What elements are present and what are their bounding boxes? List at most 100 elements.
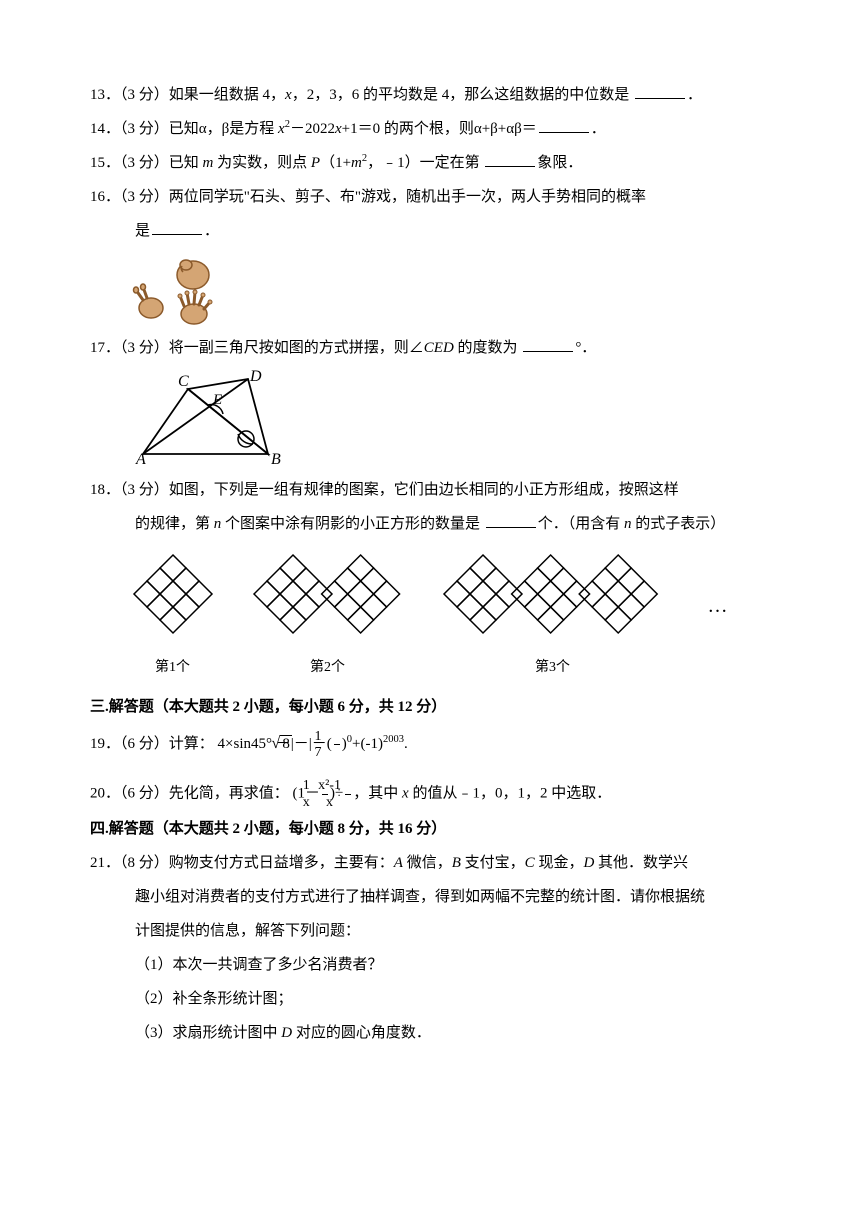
q-points: （3 分） xyxy=(120,189,169,205)
q-number: 13． xyxy=(90,87,120,103)
q-text: 支付宝， xyxy=(461,855,525,871)
q-text: －2022 xyxy=(290,121,335,137)
q-points: （8 分） xyxy=(120,855,169,871)
question-18-line2: 的规律，第 n 个图案中涂有阴影的小正方形的数量是 个．（用含有 n 的式子表示… xyxy=(90,509,790,539)
question-21: 21．（8 分）购物支付方式日益增多，主要有：A 微信，B 支付宝，C 现金，D… xyxy=(90,848,790,878)
answer-blank[interactable] xyxy=(152,219,202,235)
q-text: 的规律，第 xyxy=(135,516,214,532)
var-x: x xyxy=(402,786,409,802)
q-text: 计算： xyxy=(169,736,214,752)
degree: °． xyxy=(575,340,596,356)
var-x: x xyxy=(285,87,292,103)
q-text: （3）求扇形统计图中 xyxy=(135,1025,281,1041)
q-text: ，其中 xyxy=(353,786,402,802)
triangle-figure: A B C D E xyxy=(90,369,790,469)
question-18: 18．（3 分）如图，下列是一组有规律的图案，它们由边长相同的小正方形组成，按照… xyxy=(90,475,790,505)
pattern-label: 第1个 xyxy=(128,654,218,682)
question-19: 19．（6 分）计算： 4×sin45° －|－8|－(17)0+(-1)200… xyxy=(90,726,790,760)
opt-D: D xyxy=(583,855,594,871)
q-text: 现金， xyxy=(535,855,584,871)
question-16-line2: 是． xyxy=(90,216,790,246)
answer-blank[interactable] xyxy=(485,151,535,167)
question-21-sub3: （3）求扇形统计图中 D 对应的圆心角度数． xyxy=(90,1018,790,1048)
svg-text:E: E xyxy=(212,392,222,408)
period: ． xyxy=(687,87,702,103)
expr: 4 xyxy=(218,736,226,752)
var-n: n xyxy=(624,516,632,532)
svg-text:C: C xyxy=(178,373,189,390)
q-text: 将一副三角尺按如图的方式拼摆，则∠ xyxy=(169,340,424,356)
q-text: 个．（用含有 xyxy=(538,516,624,532)
question-13: 13．（3 分）如果一组数据 4，x，2，3，6 的平均数是 4，那么这组数据的… xyxy=(90,80,790,110)
section-4-title: 四.解答题（本大题共 2 小题，每小题 8 分，共 16 分） xyxy=(90,814,790,844)
q-number: 16． xyxy=(90,189,120,205)
q-text: 其他．数学兴 xyxy=(594,855,688,871)
q-number: 15． xyxy=(90,155,120,171)
q-points: （6 分） xyxy=(120,736,169,752)
svg-text:A: A xyxy=(135,451,146,468)
pattern-3: 第3个 xyxy=(438,549,668,682)
q-text: 已知α，β是方程 xyxy=(169,121,278,137)
answer-blank[interactable] xyxy=(486,512,536,528)
fraction: x²-1x xyxy=(345,778,351,810)
section-3-title: 三.解答题（本大题共 2 小题，每小题 6 分，共 12 分） xyxy=(90,692,790,722)
question-21-sub1: （1）本次一共调查了多少名消费者？ xyxy=(90,950,790,980)
hands-figure xyxy=(90,252,790,327)
q-points: （3 分） xyxy=(120,482,169,498)
var-x: x xyxy=(335,121,342,137)
q-number: 17． xyxy=(90,340,120,356)
q-text: 购物支付方式日益增多，主要有： xyxy=(169,855,394,871)
q-number: 19． xyxy=(90,736,120,752)
fraction: 17 xyxy=(334,729,340,761)
q-text: 的式子表示） xyxy=(632,516,726,532)
q-points: （3 分） xyxy=(120,87,169,103)
q-text: 个图案中涂有阴影的小正方形的数量是 xyxy=(221,516,480,532)
q-number: 18． xyxy=(90,482,120,498)
question-15: 15．（3 分）已知 m 为实数，则点 P（1+m2，﹣1）一定在第 象限． xyxy=(90,148,790,178)
q-text: 两位同学玩"石头、剪子、布"游戏，随机出手一次，两人手势相同的概率 xyxy=(169,189,646,205)
expr: sin45° xyxy=(234,736,273,752)
q-text: 先化简，再求值： xyxy=(169,786,289,802)
period: ． xyxy=(591,121,606,137)
answer-blank[interactable] xyxy=(539,117,589,133)
q-points: （3 分） xyxy=(120,155,169,171)
question-20: 20．（6 分）先化简，再求值： (1－1x)÷x²-1x，其中 x 的值从﹣1… xyxy=(90,778,790,810)
svg-text:B: B xyxy=(271,451,281,468)
exponent: 2003 xyxy=(383,734,404,745)
q-text: 的度数为 xyxy=(454,340,518,356)
period: ． xyxy=(204,223,219,239)
q-points: （3 分） xyxy=(120,340,169,356)
question-21-line2: 趣小组对消费者的支付方式进行了抽样调查，得到如两幅不完整的统计图．请你根据统 xyxy=(90,882,790,912)
pattern-1: 第1个 xyxy=(128,549,218,682)
period: . xyxy=(404,736,408,752)
ellipsis: … xyxy=(708,586,728,646)
opt-B: B xyxy=(452,855,461,871)
question-21-sub2: （2）补全条形统计图； xyxy=(90,984,790,1014)
var-m: m xyxy=(351,155,362,171)
angle-label: CED xyxy=(424,340,454,356)
q-text: 象限． xyxy=(537,155,582,171)
question-14: 14．（3 分）已知α，β是方程 x2－2022x+1＝0 的两个根，则α+β+… xyxy=(90,114,790,144)
answer-blank[interactable] xyxy=(635,83,685,99)
opt-D: D xyxy=(281,1025,292,1041)
pattern-figures: 第1个 第2个 第3个 … xyxy=(90,549,790,682)
svg-text:D: D xyxy=(249,369,262,385)
q-text: 对应的圆心角度数． xyxy=(292,1025,431,1041)
pattern-label: 第2个 xyxy=(248,654,408,682)
pattern-label: 第3个 xyxy=(438,654,668,682)
q-text: ，2，3，6 的平均数是 4，那么这组数据的中位数是 xyxy=(292,87,630,103)
opt-A: A xyxy=(394,855,403,871)
question-21-line3: 计图提供的信息，解答下列问题： xyxy=(90,916,790,946)
expr: +(-1) xyxy=(352,736,383,752)
var-m: m xyxy=(203,155,214,171)
var-P: P xyxy=(311,155,320,171)
question-16: 16．（3 分）两位同学玩"石头、剪子、布"游戏，随机出手一次，两人手势相同的概… xyxy=(90,182,790,212)
q-text: （1+ xyxy=(320,155,351,171)
q-text: +1＝0 的两个根，则α+β+αβ＝ xyxy=(342,121,537,137)
q-number: 21． xyxy=(90,855,120,871)
answer-blank[interactable] xyxy=(523,336,573,352)
q-points: （3 分） xyxy=(120,121,169,137)
q-text: 已知 xyxy=(169,155,203,171)
q-text: 微信， xyxy=(403,855,452,871)
pattern-2: 第2个 xyxy=(248,549,408,682)
